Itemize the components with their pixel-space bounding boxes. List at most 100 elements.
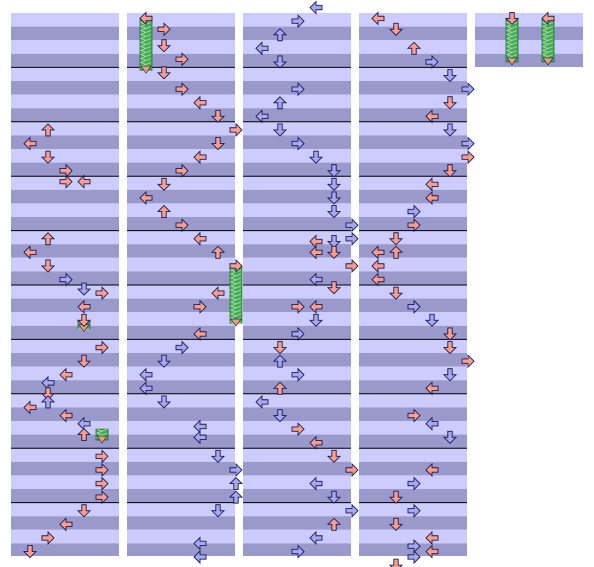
left-arrow-icon: [193, 150, 207, 165]
right-arrow-icon: [95, 340, 109, 355]
right-arrow-icon: [59, 272, 73, 287]
freeze-tail: [96, 435, 108, 444]
freeze-pattern: [541, 17, 554, 61]
beat-band: [11, 461, 119, 476]
beat-band: [11, 94, 119, 109]
beat-band: [359, 543, 467, 556]
beat-band: [359, 53, 467, 68]
down-arrow-icon: [326, 490, 342, 504]
beat-band: [11, 67, 119, 81]
beat-band: [11, 312, 119, 326]
beat-band: [11, 244, 119, 258]
beat-band: [359, 448, 467, 462]
left-arrow-icon: [371, 245, 385, 260]
freeze-pattern: [139, 17, 152, 69]
beat-band: [359, 489, 467, 503]
beat-band: [11, 53, 119, 68]
down-arrow-icon: [442, 430, 458, 444]
beat-band: [127, 421, 235, 435]
down-arrow-icon: [76, 354, 92, 368]
right-arrow-icon: [407, 549, 421, 565]
down-arrow-icon: [76, 313, 92, 327]
beat-band: [243, 339, 351, 353]
down-arrow-icon: [424, 313, 440, 327]
freeze-tail: [506, 57, 518, 66]
beat-band: [359, 149, 467, 163]
left-arrow-icon: [193, 95, 207, 110]
beat-band: [127, 448, 235, 462]
right-arrow-icon: [291, 82, 305, 97]
beat-band: [359, 461, 467, 476]
beat-band: [243, 26, 351, 41]
up-arrow-icon: [40, 395, 56, 409]
beat-band: [359, 26, 467, 41]
down-arrow-icon: [388, 490, 404, 504]
freeze-tail: [542, 57, 554, 66]
beat-band: [243, 448, 351, 462]
left-arrow-icon: [309, 272, 323, 287]
up-arrow-icon: [156, 204, 172, 219]
beat-band: [359, 67, 467, 81]
right-arrow-icon: [291, 14, 305, 29]
beat-band: [11, 121, 119, 136]
right-arrow-icon: [291, 544, 305, 559]
left-arrow-icon: [23, 245, 37, 260]
beat-band: [127, 366, 235, 381]
beat-band: [359, 108, 467, 122]
left-arrow-icon: [425, 177, 439, 192]
left-arrow-icon: [309, 435, 323, 450]
right-arrow-icon: [407, 503, 421, 518]
left-arrow-icon: [541, 11, 555, 26]
down-arrow-icon: [388, 517, 404, 531]
up-arrow-icon: [272, 28, 288, 42]
beat-band: [243, 121, 351, 136]
down-arrow-icon: [326, 449, 342, 463]
up-arrow-icon: [272, 96, 288, 110]
beat-band: [359, 529, 467, 544]
beat-band: [11, 26, 119, 41]
beat-band: [475, 13, 583, 27]
left-arrow-icon: [255, 394, 269, 410]
beat-band: [127, 407, 235, 421]
beat-band: [127, 26, 235, 41]
right-arrow-icon: [41, 530, 55, 546]
beat-band: [243, 230, 351, 245]
beat-band: [127, 189, 235, 204]
right-arrow-icon: [95, 476, 109, 491]
down-arrow-icon: [326, 191, 342, 205]
down-arrow-icon: [40, 259, 56, 273]
beat-band: [11, 529, 119, 544]
right-arrow-icon: [407, 204, 421, 219]
left-arrow-icon: [59, 367, 73, 382]
beat-band: [11, 257, 119, 272]
right-arrow-icon: [157, 22, 171, 37]
right-arrow-icon: [345, 218, 359, 233]
beat-band: [359, 380, 467, 394]
beat-band: [243, 393, 351, 408]
left-arrow-icon: [425, 416, 439, 431]
right-arrow-icon: [291, 326, 305, 342]
beat-band: [359, 189, 467, 204]
down-arrow-icon: [442, 164, 458, 178]
beat-band: [127, 13, 235, 27]
right-arrow-icon: [461, 136, 475, 151]
beat-band: [359, 393, 467, 408]
down-arrow-icon: [156, 66, 172, 80]
down-arrow-icon: [156, 354, 172, 368]
beat-band: [127, 257, 235, 272]
down-arrow-icon: [326, 177, 342, 191]
up-arrow-icon: [272, 354, 288, 368]
beat-band: [243, 176, 351, 190]
left-arrow-icon: [309, 299, 323, 314]
beat-band: [359, 13, 467, 27]
down-arrow-icon: [40, 387, 56, 401]
right-arrow-icon: [95, 462, 109, 478]
left-arrow-icon: [309, 0, 323, 15]
beat-band: [243, 149, 351, 163]
beat-band: [127, 393, 235, 408]
beat-band: [243, 529, 351, 544]
beat-band: [11, 325, 119, 340]
beat-band: [127, 244, 235, 258]
left-arrow-icon: [309, 530, 323, 546]
right-arrow-icon: [291, 422, 305, 437]
